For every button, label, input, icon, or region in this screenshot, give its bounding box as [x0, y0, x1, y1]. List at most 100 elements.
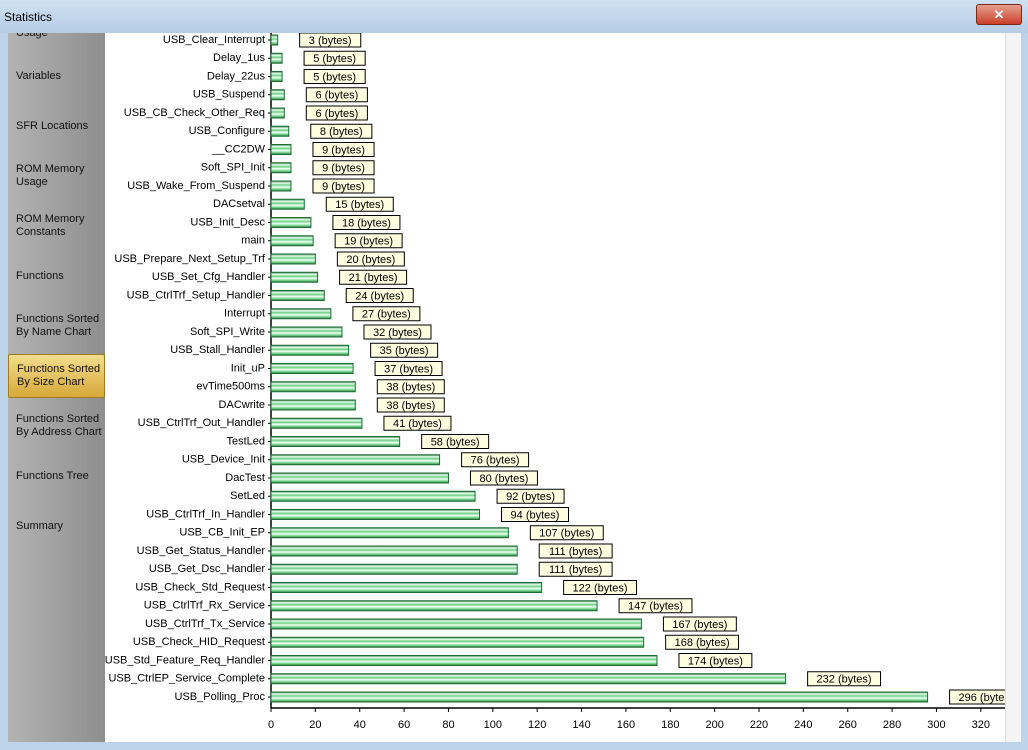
- bar: [270, 180, 292, 192]
- value-label: 80 (bytes): [479, 473, 528, 485]
- nav-label: Usage: [16, 33, 104, 40]
- value-label-box: [310, 123, 373, 139]
- bar: [270, 308, 332, 320]
- bar: [270, 527, 509, 539]
- value-label-box: [949, 689, 1005, 705]
- x-tick-label: 120: [528, 719, 546, 731]
- value-label-box: [312, 178, 375, 194]
- bar: [270, 618, 642, 630]
- scrollbar[interactable]: [1005, 33, 1021, 742]
- value-label-box: [678, 653, 753, 668]
- value-label-box: [383, 415, 452, 431]
- x-tick-label: 220: [750, 719, 768, 731]
- nav-label: Functions: [16, 269, 64, 282]
- nav-item[interactable]: Functions Sorted By Address Chart: [8, 404, 105, 448]
- nav-item[interactable]: ROM Memory Constants: [8, 204, 105, 248]
- bar: [270, 344, 350, 356]
- value-label: 111 (bytes): [549, 564, 602, 576]
- y-tick-label: USB_CtrlTrf_Tx_Service: [145, 618, 265, 630]
- value-label: 19 (bytes): [344, 236, 393, 248]
- nav-item[interactable]: Functions Sorted By Size Chart: [8, 354, 105, 398]
- x-tick-label: 80: [442, 719, 454, 731]
- value-label-box: [352, 306, 421, 322]
- bar: [270, 107, 285, 119]
- value-label: 147 (bytes): [628, 601, 683, 613]
- close-button[interactable]: ✕: [976, 4, 1022, 25]
- x-tick-label: 300: [927, 719, 945, 731]
- bar: [270, 454, 441, 466]
- value-label: 21 (bytes): [349, 272, 398, 284]
- y-tick-label: DACwrite: [219, 399, 265, 411]
- value-label-box: [305, 87, 368, 103]
- nav-item[interactable]: SFR Locations: [8, 104, 105, 148]
- nav-item[interactable]: Functions Sorted By Name Chart: [8, 304, 105, 348]
- value-label: 20 (bytes): [346, 254, 395, 266]
- value-label-box: [496, 488, 565, 504]
- chart: 0 20 40 60 80 100 120 140 160 180 200 220 240 260 280 3…: [105, 33, 1005, 742]
- y-tick-label: SetLed: [230, 490, 265, 502]
- y-tick-label: Soft_SPI_Write: [190, 326, 265, 338]
- nav-item[interactable]: Functions Tree: [8, 454, 105, 498]
- value-label-box: [374, 361, 443, 376]
- y-tick-label: USB_CB_Check_Other_Req: [124, 107, 265, 119]
- value-label-box: [563, 580, 638, 595]
- nav-item[interactable]: Variables: [8, 54, 105, 98]
- bar: [270, 271, 319, 283]
- y-tick-label: Init_uP: [231, 362, 265, 374]
- value-label: 58 (bytes): [431, 436, 480, 448]
- value-label: 168 (bytes): [675, 637, 730, 649]
- bar: [270, 490, 476, 502]
- nav-item[interactable]: Summary: [8, 504, 105, 548]
- bar: [270, 509, 481, 520]
- value-label-box: [461, 452, 530, 468]
- value-label: 107 (bytes): [539, 528, 594, 540]
- y-tick-label: main: [241, 235, 265, 247]
- bar: [270, 691, 929, 703]
- bar: [270, 290, 325, 301]
- value-label-box: [299, 33, 362, 48]
- y-tick-label: DACsetval: [213, 198, 265, 210]
- nav-item[interactable]: Usage: [8, 33, 105, 55]
- y-tick-label: USB_CtrlTrf_Out_Handler: [138, 417, 266, 429]
- y-tick-label: USB_Set_Cfg_Handler: [152, 271, 265, 283]
- y-tick-label: USB_Configure: [189, 125, 265, 137]
- value-label: 9 (bytes): [322, 163, 365, 175]
- y-tick-label: USB_Device_Init: [182, 454, 265, 466]
- bar: [270, 381, 356, 393]
- y-tick-label: USB_Get_Dsc_Handler: [149, 563, 266, 575]
- value-label: 18 (bytes): [342, 217, 391, 229]
- nav-item[interactable]: ROM Memory Usage: [8, 154, 105, 198]
- nav-label: Variables: [16, 69, 62, 82]
- value-label-box: [336, 251, 405, 267]
- value-label: 76 (bytes): [471, 455, 520, 467]
- y-tick-label: USB_Polling_Proc: [175, 691, 266, 703]
- y-tick-label: TestLed: [226, 435, 265, 447]
- bar: [270, 582, 543, 593]
- x-tick-label: 60: [398, 719, 410, 731]
- value-label: 15 (bytes): [335, 199, 384, 211]
- bar: [270, 563, 518, 575]
- y-tick-label: USB_Check_HID_Request: [133, 636, 265, 648]
- x-tick-label: 100: [484, 719, 502, 731]
- x-tick-label: 320: [972, 719, 990, 731]
- value-label: 37 (bytes): [384, 363, 433, 375]
- value-label-box: [469, 470, 538, 486]
- value-label-box: [538, 561, 613, 577]
- value-label-box: [665, 634, 740, 650]
- y-tick-label: USB_Std_Feature_Req_Handler: [105, 654, 265, 666]
- nav-item[interactable]: Functions: [8, 254, 105, 298]
- nav-label: Functions Sorted By Address Chart: [16, 413, 102, 438]
- value-label-box: [376, 379, 445, 395]
- bar: [270, 125, 290, 137]
- value-label: 24 (bytes): [355, 290, 404, 302]
- y-tick-label: USB_CtrlTrf_Setup_Handler: [127, 289, 266, 301]
- value-label-box: [618, 598, 693, 614]
- y-tick-label: USB_CtrlEP_Service_Complete: [108, 673, 265, 685]
- y-tick-label: USB_CtrlTrf_Rx_Service: [144, 600, 265, 612]
- bar: [270, 417, 363, 429]
- x-tick-label: 140: [572, 719, 590, 731]
- window-title: Statistics: [4, 10, 53, 24]
- bar: [270, 600, 598, 612]
- value-label: 38 (bytes): [386, 382, 435, 394]
